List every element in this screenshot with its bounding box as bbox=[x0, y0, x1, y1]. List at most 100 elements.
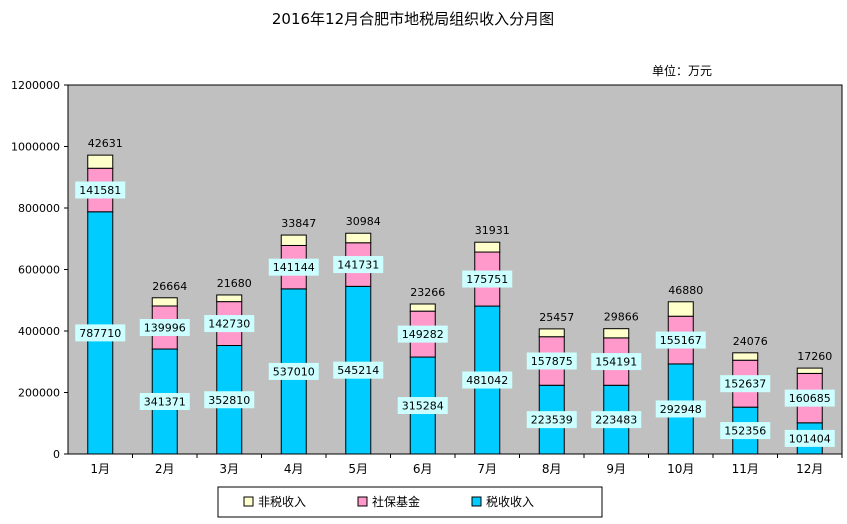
x-tick-label: 9月 bbox=[606, 462, 626, 476]
legend-label: 非税收入 bbox=[258, 495, 306, 509]
data-label-box bbox=[268, 362, 319, 380]
data-label-box bbox=[204, 391, 255, 409]
x-tick-label: 10月 bbox=[667, 462, 694, 476]
data-label-box bbox=[268, 258, 319, 276]
data-label-box bbox=[784, 389, 835, 407]
x-axis: 1月 2月 3月 4月 5月 6月 7月 8月 9月 10月 11月 12月 bbox=[90, 454, 843, 476]
plot-area bbox=[67, 84, 843, 455]
bar-segment bbox=[603, 328, 630, 339]
x-tick-label: 2月 bbox=[155, 462, 175, 476]
data-label-box bbox=[591, 353, 642, 371]
data-label: 23266 bbox=[410, 286, 445, 299]
data-label: 139996 bbox=[144, 322, 186, 335]
legend-swatch bbox=[357, 496, 368, 507]
bar-segment bbox=[216, 294, 243, 303]
data-label: 223539 bbox=[531, 414, 573, 427]
y-tick-label: 0 bbox=[53, 448, 60, 461]
bar-segment bbox=[87, 154, 114, 169]
data-label-box bbox=[397, 325, 448, 343]
data-label-box bbox=[462, 270, 513, 288]
data-label: 160685 bbox=[789, 392, 831, 405]
data-label-box bbox=[75, 324, 126, 342]
y-tick-label: 1200000 bbox=[11, 79, 60, 92]
data-label: 29866 bbox=[604, 311, 639, 324]
data-label-box bbox=[784, 429, 835, 447]
y-tick-label: 1000000 bbox=[11, 141, 60, 154]
data-label: 31931 bbox=[475, 224, 510, 237]
legend-swatch bbox=[471, 496, 482, 507]
bar-segment bbox=[732, 352, 759, 361]
data-label: 154191 bbox=[595, 356, 637, 369]
bar-segment bbox=[667, 301, 694, 317]
data-label-box bbox=[526, 352, 577, 370]
data-label-box bbox=[333, 361, 384, 379]
data-label: 141581 bbox=[79, 184, 121, 197]
y-tick-label: 400000 bbox=[18, 325, 60, 338]
data-label: 175751 bbox=[466, 273, 508, 286]
bar-segment bbox=[345, 232, 372, 244]
x-tick-label: 1月 bbox=[90, 462, 110, 476]
data-label-box bbox=[75, 181, 126, 199]
x-tick-label: 5月 bbox=[348, 462, 368, 476]
data-label: 149282 bbox=[402, 328, 444, 341]
unit-label: 单位：万元 bbox=[652, 63, 712, 78]
data-label: 142730 bbox=[208, 318, 250, 331]
data-label: 46880 bbox=[668, 284, 703, 297]
bar-segment bbox=[474, 241, 501, 253]
data-label: 24076 bbox=[733, 335, 768, 348]
data-label: 33847 bbox=[281, 217, 316, 230]
data-label: 101404 bbox=[789, 432, 831, 445]
y-axis: 0 200000 400000 600000 800000 1000000 1200000 bbox=[11, 79, 68, 461]
legend-label: 税收收入 bbox=[486, 495, 534, 509]
data-label: 545214 bbox=[337, 364, 379, 377]
data-label: 481042 bbox=[466, 374, 508, 387]
x-tick-label: 7月 bbox=[477, 462, 497, 476]
data-label: 42631 bbox=[88, 137, 123, 150]
legend-box bbox=[217, 486, 603, 518]
data-label: 141144 bbox=[273, 261, 315, 274]
data-label-box bbox=[655, 400, 706, 418]
legend-label: 社保基金 bbox=[372, 494, 420, 509]
x-tick-label: 12月 bbox=[796, 462, 823, 476]
data-label: 352810 bbox=[208, 394, 250, 407]
data-label-box bbox=[655, 331, 706, 349]
data-label: 787710 bbox=[79, 327, 121, 340]
data-label: 223483 bbox=[595, 414, 637, 427]
data-label: 141731 bbox=[337, 259, 379, 272]
data-label-box bbox=[139, 319, 190, 337]
data-label: 26664 bbox=[152, 280, 187, 293]
legend: 非税收入 社保基金 税收收入 bbox=[217, 486, 603, 518]
x-tick-label: 8月 bbox=[542, 462, 562, 476]
data-label: 21680 bbox=[217, 277, 252, 290]
data-labels: 787710 141581 42631 341371 139996 26664 352810… bbox=[75, 137, 835, 447]
y-tick-label: 600000 bbox=[18, 264, 60, 277]
data-label: 315284 bbox=[402, 400, 444, 413]
data-label: 30984 bbox=[346, 215, 381, 228]
chart-title: 2016年12月合肥市地税局组织收入分月图 bbox=[272, 10, 554, 28]
x-tick-label: 4月 bbox=[284, 462, 304, 476]
bar-segment bbox=[409, 303, 436, 312]
data-label-box bbox=[139, 393, 190, 411]
data-label-box bbox=[204, 315, 255, 333]
data-label-box bbox=[526, 411, 577, 429]
y-tick-label: 800000 bbox=[18, 202, 60, 215]
data-label-box bbox=[720, 375, 771, 393]
bar-segment bbox=[151, 297, 178, 307]
legend-swatch bbox=[243, 496, 254, 507]
data-label: 152356 bbox=[724, 425, 766, 438]
bar-segment bbox=[280, 234, 307, 246]
data-label: 157875 bbox=[531, 355, 573, 368]
data-label: 292948 bbox=[660, 403, 702, 416]
bar-segment bbox=[538, 328, 565, 338]
x-tick-label: 3月 bbox=[219, 462, 239, 476]
data-label-box bbox=[333, 256, 384, 274]
data-label-box bbox=[591, 411, 642, 429]
data-label: 25457 bbox=[539, 311, 574, 324]
data-label: 152637 bbox=[724, 378, 766, 391]
data-label: 155167 bbox=[660, 334, 702, 347]
data-label-box bbox=[720, 422, 771, 440]
y-tick-label: 200000 bbox=[18, 387, 60, 400]
data-label-box bbox=[462, 371, 513, 389]
data-label-box bbox=[397, 397, 448, 415]
